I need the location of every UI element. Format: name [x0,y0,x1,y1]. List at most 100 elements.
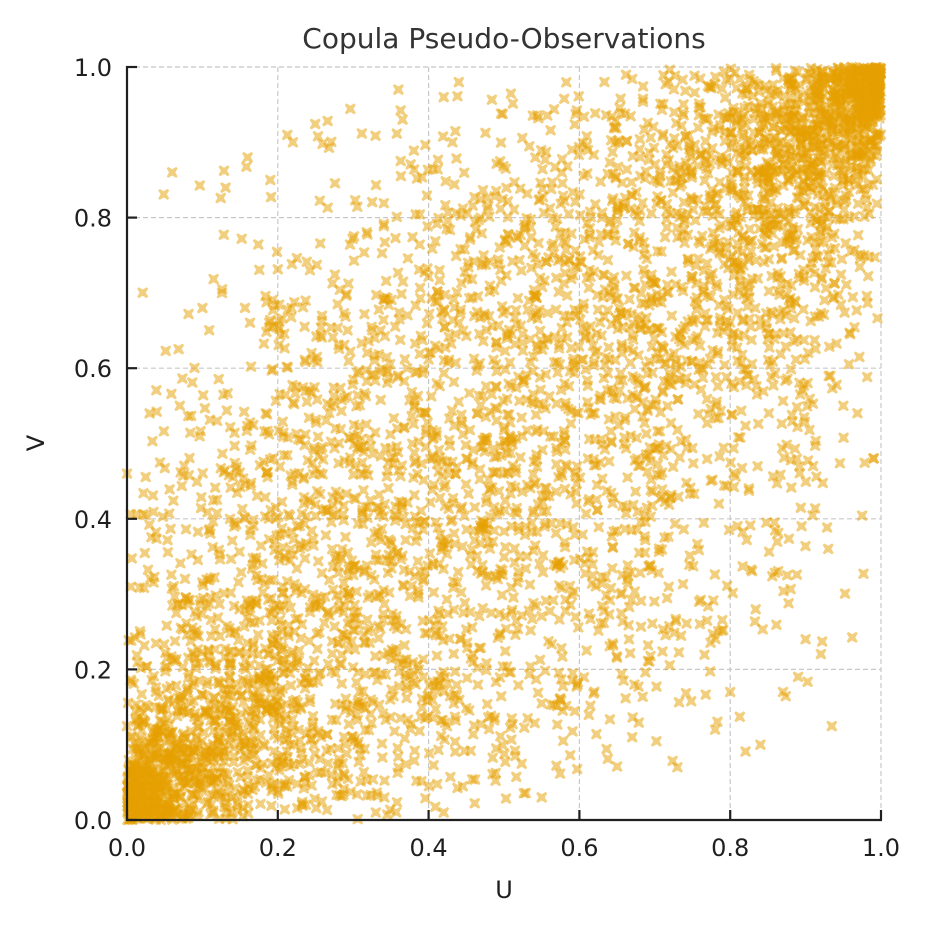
data-point-marker [293,724,305,736]
data-point-marker [453,396,465,408]
data-point-marker [704,243,716,255]
data-point-marker [203,324,215,336]
data-point-marker [713,498,725,510]
data-point-marker [464,424,476,436]
data-point-marker [397,579,409,591]
data-point-marker [701,393,713,405]
data-point-marker [642,639,654,651]
data-point-marker [340,531,351,543]
data-point-marker [810,471,822,483]
data-point-marker [718,66,730,78]
data-point-marker [126,731,138,743]
data-point-marker [473,328,485,340]
data-point-marker [704,665,716,677]
data-point-marker [634,143,646,155]
data-point-marker [763,407,775,419]
data-point-marker [653,546,665,558]
data-point-marker [482,200,494,212]
data-point-marker [634,567,646,579]
data-point-marker [785,363,797,375]
data-point-marker [553,614,565,625]
data-point-marker [463,488,475,500]
data-point-marker [839,307,851,319]
data-point-marker [675,630,687,642]
data-point-marker [613,375,625,387]
data-point-marker [307,589,319,601]
data-point-marker [448,528,460,539]
data-point-marker [125,635,137,647]
data-point-marker [442,207,454,219]
data-point-marker [823,370,835,382]
data-point-marker [669,518,681,530]
data-point-marker [532,313,544,325]
data-point-marker [523,605,535,617]
data-point-marker [188,789,200,801]
data-point-marker [395,105,407,116]
data-point-marker [497,661,509,672]
data-point-marker [804,424,815,436]
data-point-marker [799,416,811,428]
data-point-marker [451,90,463,102]
data-point-marker [679,85,691,97]
data-point-marker [760,317,772,329]
data-point-marker [466,621,478,633]
data-point-marker [495,690,507,702]
data-point-marker [835,269,847,281]
data-point-marker [832,159,843,171]
data-point-marker [631,453,643,465]
data-point-marker [459,597,471,609]
data-point-marker [573,141,585,153]
data-point-marker [658,375,670,387]
data-point-marker [678,98,689,110]
data-point-marker [509,543,521,554]
data-point-marker [236,233,248,245]
data-point-marker [560,594,572,606]
data-point-marker [834,457,846,469]
data-point-marker [358,484,369,496]
data-point-marker [189,362,200,374]
data-point-marker [677,74,689,86]
data-point-marker [620,692,632,704]
data-point-marker [194,599,206,610]
data-point-marker [682,254,694,266]
data-point-marker [569,705,581,717]
data-point-marker [481,698,493,710]
data-point-marker [308,739,320,751]
data-point-marker [448,376,460,388]
data-point-marker [621,164,633,175]
data-point-marker [800,476,812,488]
data-point-marker [684,550,696,562]
data-point-marker [318,617,330,629]
data-point-marker [402,683,414,695]
data-point-marker [369,650,381,662]
data-point-marker [363,724,375,736]
data-point-marker [165,523,177,535]
data-point-marker [790,354,802,366]
data-point-marker [783,597,795,609]
data-point-marker [600,351,612,363]
data-point-marker [660,78,672,90]
data-point-marker [578,298,590,310]
data-point-marker [692,408,704,420]
data-point-marker [752,460,764,472]
data-point-marker [655,406,666,418]
data-point-marker [321,804,333,816]
data-point-marker [414,282,426,294]
data-point-marker [170,680,182,692]
data-point-marker [796,520,808,532]
data-point-marker [767,121,779,133]
data-point-marker [626,73,638,85]
data-point-marker [520,563,532,575]
data-point-marker [534,272,546,284]
data-point-marker [267,363,279,375]
data-point-marker [698,265,710,277]
data-point-marker [738,182,750,194]
data-point-marker [327,277,338,289]
data-point-marker [348,255,360,267]
data-point-marker [542,307,554,319]
data-point-marker [606,562,618,574]
data-point-marker [232,634,244,646]
data-point-marker [176,373,188,384]
data-point-marker [708,78,720,90]
